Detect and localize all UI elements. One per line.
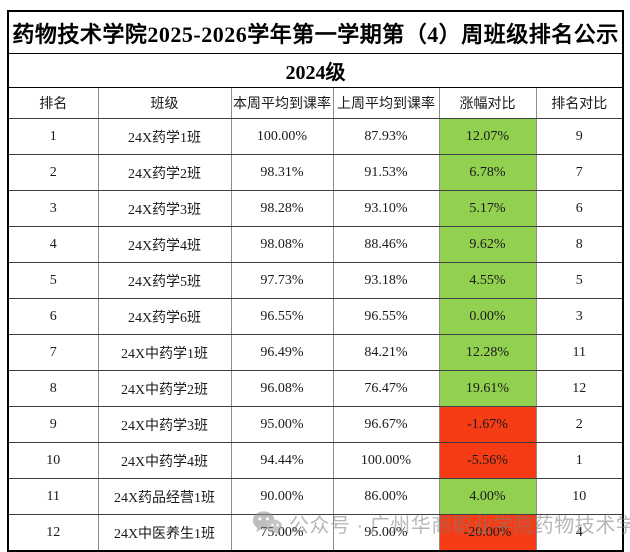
this-week-cell: 98.31%	[230, 154, 334, 191]
rank-compare-cell: 8	[535, 226, 624, 263]
class-cell: 24X中药学3班	[97, 406, 232, 443]
rank-cell: 9	[7, 406, 99, 443]
rank-compare-cell: 6	[535, 190, 624, 227]
rank-cell: 8	[7, 370, 99, 407]
rank-compare-cell: 5	[535, 262, 624, 299]
this-week-cell: 98.28%	[230, 190, 334, 227]
rank-cell: 11	[7, 478, 99, 515]
rank-cell: 5	[7, 262, 99, 299]
last-week-cell: 84.21%	[332, 334, 440, 371]
rank-compare-cell: 11	[535, 334, 624, 371]
title-row: 药物技术学院2025-2026学年第一学期第（4）周班级排名公示	[7, 10, 624, 54]
ranking-table: 药物技术学院2025-2026学年第一学期第（4）周班级排名公示 2024级 排…	[7, 10, 625, 552]
this-week-cell: 98.08%	[230, 226, 334, 263]
change-cell: 12.28%	[438, 334, 537, 371]
this-week-cell: 90.00%	[230, 478, 334, 515]
rank-compare-cell: 10	[535, 478, 624, 515]
grade-row: 2024级	[7, 53, 624, 88]
rank-compare-cell: 2	[535, 406, 624, 443]
class-cell: 24X中药学4班	[97, 442, 232, 479]
table-row: 2 24X药学2班 98.31% 91.53% 6.78% 7	[7, 154, 624, 191]
table-row: 10 24X中药学4班 94.44% 100.00% -5.56% 1	[7, 442, 624, 479]
table-row: 12 24X中医养生1班 75.00% 95.00% -20.00% 4	[7, 514, 624, 552]
table-row: 9 24X中药学3班 95.00% 96.67% -1.67% 2	[7, 406, 624, 443]
class-cell: 24X药品经营1班	[97, 478, 232, 515]
header-rank: 排名	[7, 87, 99, 119]
rank-compare-cell: 3	[535, 298, 624, 335]
header-class: 班级	[97, 87, 232, 119]
last-week-cell: 93.10%	[332, 190, 440, 227]
change-cell: 9.62%	[438, 226, 537, 263]
rank-compare-cell: 7	[535, 154, 624, 191]
header-last-week: 上周平均到课率	[332, 87, 440, 119]
last-week-cell: 96.67%	[332, 406, 440, 443]
header-change: 涨幅对比	[438, 87, 537, 119]
change-cell: 6.78%	[438, 154, 537, 191]
class-cell: 24X药学6班	[97, 298, 232, 335]
rank-compare-cell: 4	[535, 514, 624, 552]
table-row: 5 24X药学5班 97.73% 93.18% 4.55% 5	[7, 262, 624, 299]
change-cell: -20.00%	[438, 514, 537, 552]
rank-compare-cell: 12	[535, 370, 624, 407]
rank-cell: 10	[7, 442, 99, 479]
table-row: 11 24X药品经营1班 90.00% 86.00% 4.00% 10	[7, 478, 624, 515]
last-week-cell: 87.93%	[332, 118, 440, 155]
class-cell: 24X中药学1班	[97, 334, 232, 371]
last-week-cell: 86.00%	[332, 478, 440, 515]
last-week-cell: 96.55%	[332, 298, 440, 335]
rank-compare-cell: 1	[535, 442, 624, 479]
this-week-cell: 96.55%	[230, 298, 334, 335]
last-week-cell: 93.18%	[332, 262, 440, 299]
header-this-week: 本周平均到课率	[230, 87, 334, 119]
page-title: 药物技术学院2025-2026学年第一学期第（4）周班级排名公示	[7, 10, 624, 54]
change-cell: -5.56%	[438, 442, 537, 479]
table-row: 1 24X药学1班 100.00% 87.93% 12.07% 9	[7, 118, 624, 155]
class-cell: 24X药学5班	[97, 262, 232, 299]
class-cell: 24X药学2班	[97, 154, 232, 191]
this-week-cell: 95.00%	[230, 406, 334, 443]
last-week-cell: 91.53%	[332, 154, 440, 191]
change-cell: 0.00%	[438, 298, 537, 335]
header-rank-compare: 排名对比	[535, 87, 624, 119]
this-week-cell: 94.44%	[230, 442, 334, 479]
last-week-cell: 95.00%	[332, 514, 440, 552]
this-week-cell: 75.00%	[230, 514, 334, 552]
table-row: 3 24X药学3班 98.28% 93.10% 5.17% 6	[7, 190, 624, 227]
class-cell: 24X中医养生1班	[97, 514, 232, 552]
last-week-cell: 100.00%	[332, 442, 440, 479]
change-cell: 12.07%	[438, 118, 537, 155]
class-cell: 24X药学1班	[97, 118, 232, 155]
header-row: 排名 班级 本周平均到课率 上周平均到课率 涨幅对比 排名对比	[7, 87, 624, 119]
rank-cell: 1	[7, 118, 99, 155]
change-cell: 4.55%	[438, 262, 537, 299]
table-row: 7 24X中药学1班 96.49% 84.21% 12.28% 11	[7, 334, 624, 371]
grade-subtitle: 2024级	[7, 53, 624, 88]
table-row: 4 24X药学4班 98.08% 88.46% 9.62% 8	[7, 226, 624, 263]
this-week-cell: 100.00%	[230, 118, 334, 155]
change-cell: -1.67%	[438, 406, 537, 443]
change-cell: 19.61%	[438, 370, 537, 407]
last-week-cell: 88.46%	[332, 226, 440, 263]
class-cell: 24X药学4班	[97, 226, 232, 263]
class-cell: 24X中药学2班	[97, 370, 232, 407]
change-cell: 5.17%	[438, 190, 537, 227]
this-week-cell: 96.49%	[230, 334, 334, 371]
rank-cell: 7	[7, 334, 99, 371]
table-row: 6 24X药学6班 96.55% 96.55% 0.00% 3	[7, 298, 624, 335]
rank-cell: 12	[7, 514, 99, 552]
last-week-cell: 76.47%	[332, 370, 440, 407]
class-cell: 24X药学3班	[97, 190, 232, 227]
table-row: 8 24X中药学2班 96.08% 76.47% 19.61% 12	[7, 370, 624, 407]
rank-cell: 6	[7, 298, 99, 335]
change-cell: 4.00%	[438, 478, 537, 515]
this-week-cell: 96.08%	[230, 370, 334, 407]
rank-cell: 3	[7, 190, 99, 227]
rank-compare-cell: 9	[535, 118, 624, 155]
rank-cell: 2	[7, 154, 99, 191]
rank-cell: 4	[7, 226, 99, 263]
this-week-cell: 97.73%	[230, 262, 334, 299]
